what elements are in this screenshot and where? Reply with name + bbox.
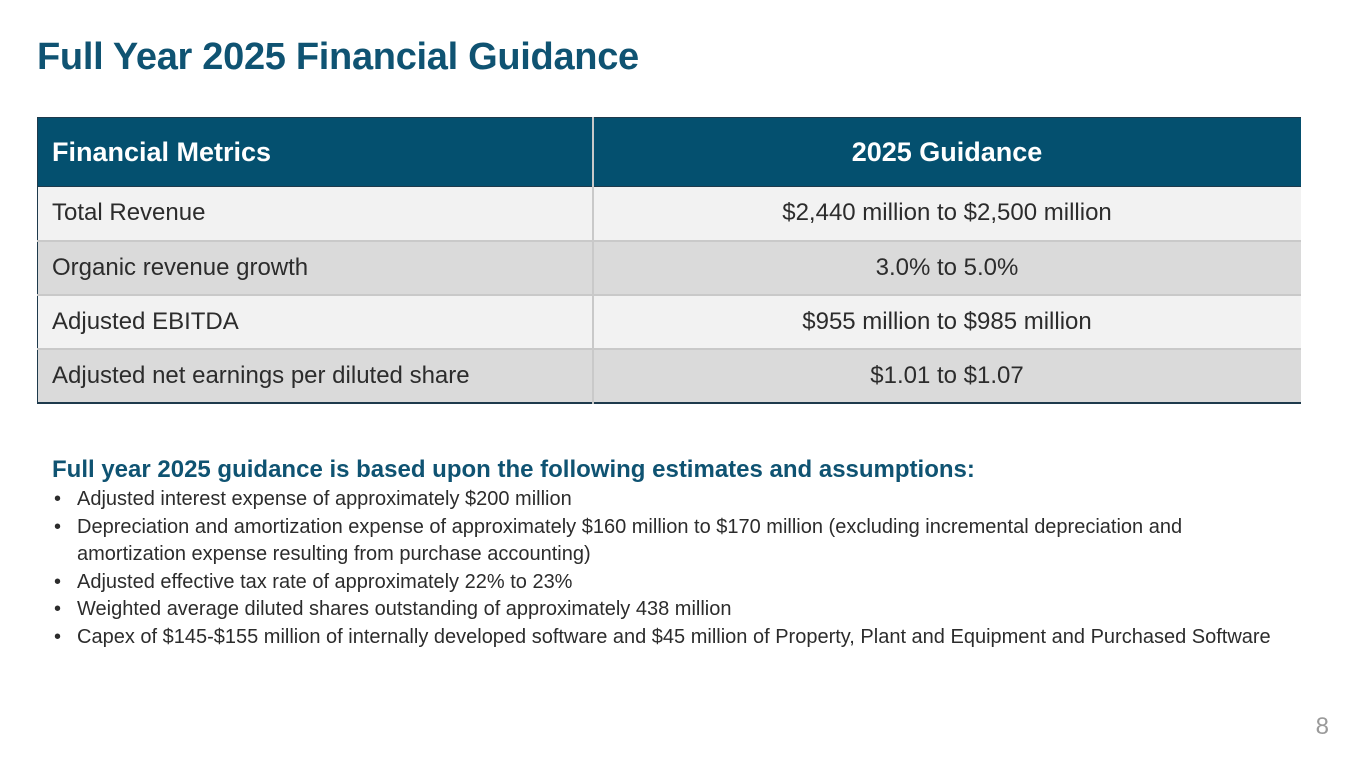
table-row: Adjusted net earnings per diluted share …	[37, 348, 1301, 403]
list-item-text: Adjusted effective tax rate of approxima…	[77, 570, 573, 593]
column-header-guidance: 2025 Guidance	[592, 117, 1301, 187]
table-row: Adjusted EBITDA $955 million to $985 mil…	[37, 294, 1301, 350]
column-header-metrics: Financial Metrics	[37, 117, 594, 187]
metric-cell: Adjusted net earnings per diluted share	[37, 348, 594, 403]
list-item: • Adjusted interest expense of approxima…	[52, 486, 1292, 514]
list-item: • Weighted average diluted shares outsta…	[52, 596, 1292, 624]
bullet-icon: •	[54, 570, 62, 593]
table-header-row: Financial Metrics 2025 Guidance	[37, 117, 1301, 187]
table-row: Total Revenue $2,440 million to $2,500 m…	[37, 186, 1301, 242]
metric-cell: Adjusted EBITDA	[37, 294, 594, 350]
list-item: • Depreciation and amortization expense …	[52, 514, 1292, 569]
list-item-text: Weighted average diluted shares outstand…	[77, 598, 732, 620]
page-number: 8	[1315, 713, 1329, 740]
page-title: Full Year 2025 Financial Guidance	[37, 36, 639, 78]
table-row: Organic revenue growth 3.0% to 5.0%	[37, 240, 1301, 296]
assumptions-list: • Adjusted interest expense of approxima…	[52, 486, 1292, 651]
metric-cell: Total Revenue	[37, 186, 594, 242]
guidance-table: Financial Metrics 2025 Guidance Total Re…	[37, 117, 1301, 404]
list-item: • Capex of $145-$155 million of internal…	[52, 624, 1292, 652]
guidance-cell: $2,440 million to $2,500 million	[592, 186, 1301, 242]
guidance-cell: $1.01 to $1.07	[592, 348, 1301, 403]
bullet-icon: •	[54, 625, 62, 648]
list-item-text: Adjusted interest expense of approximate…	[77, 488, 572, 510]
assumptions-section: Full year 2025 guidance is based upon th…	[52, 454, 1292, 651]
list-item-text: Capex of $145-$155 million of internally…	[77, 625, 1271, 648]
list-item-text: Depreciation and amortization expense of…	[77, 515, 1183, 566]
bullet-icon: •	[54, 598, 62, 620]
guidance-cell: $955 million to $985 million	[592, 294, 1301, 350]
assumptions-heading: Full year 2025 guidance is based upon th…	[52, 456, 975, 483]
bullet-icon: •	[54, 515, 62, 538]
guidance-cell: 3.0% to 5.0%	[592, 240, 1301, 296]
metric-cell: Organic revenue growth	[37, 240, 594, 296]
list-item: • Adjusted effective tax rate of approxi…	[52, 569, 1292, 597]
bullet-icon: •	[54, 488, 62, 510]
